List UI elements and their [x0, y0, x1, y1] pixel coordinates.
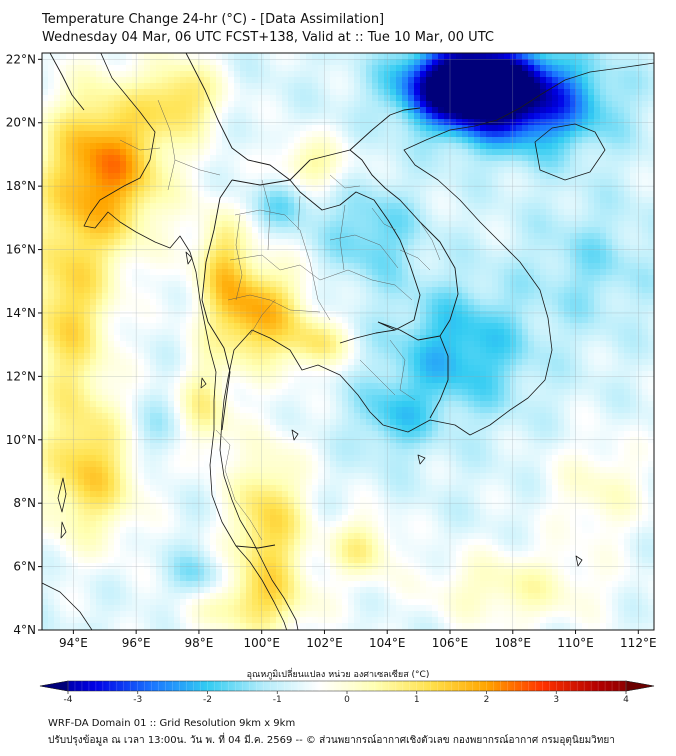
temperature-field	[42, 53, 654, 630]
colorbar-tick-label: 4	[623, 695, 629, 705]
map-frame	[41, 52, 655, 631]
colorbar-title: อุณหภูมิเปลี่ยนแปลง หน่วย องศาเซลเซียส (…	[246, 670, 430, 680]
lon-label: 104°E	[369, 636, 406, 650]
lat-label: 20°N	[6, 116, 36, 130]
colorbar-max-arrow	[625, 680, 655, 692]
map-title: Temperature Change 24-hr (°C) - [Data As…	[42, 12, 385, 27]
lat-label: 10°N	[6, 433, 36, 447]
colorbar-tick-label: 3	[553, 695, 559, 705]
coastlines	[42, 53, 654, 630]
lon-label: 96°E	[122, 636, 151, 650]
border-myanmar-thailand	[201, 179, 233, 431]
lon-label: 110°E	[557, 636, 594, 650]
colorbar: -4 -3 -2 -1 0 1 2 3 4	[39, 680, 655, 705]
lat-label: 6°N	[13, 560, 36, 574]
lat-label: 8°N	[13, 496, 36, 510]
colorbar-tick-label: -4	[64, 695, 73, 705]
colorbar-tick-label: -2	[203, 695, 212, 705]
border-thailand-cambodia	[339, 329, 396, 344]
colorbar-tick-label: 0	[344, 695, 350, 705]
map-subtitle: Wednesday 04 Mar, 06 UTC FCST+138, Valid…	[42, 30, 494, 45]
lat-label: 12°N	[6, 369, 36, 383]
border-malaysia-thailand	[235, 544, 276, 549]
graticule	[42, 53, 654, 630]
lon-label: 100°E	[243, 636, 280, 650]
country-borders	[49, 53, 459, 549]
border-cambodia-vietnam	[377, 321, 449, 419]
footer-model-info: WRF-DA Domain 01 :: Grid Resolution 9km …	[48, 718, 296, 729]
mainland-coastline	[83, 53, 654, 630]
latitude-axis: 22°N 20°N 18°N 16°N 14°N 12°N 10°N 8°N 6°N 4°N	[6, 52, 42, 637]
colorbar-tick-label: -1	[273, 695, 282, 705]
lon-label: 106°E	[432, 636, 469, 650]
colorbar-tick-label: 1	[414, 695, 420, 705]
island-coastline	[185, 251, 583, 567]
lon-label: 102°E	[306, 636, 343, 650]
footer-credits: ปรับปรุงข้อมูล ณ เวลา 13:00น. วัน พ. ที่…	[48, 735, 615, 746]
longitude-axis: 94°E 96°E 98°E 100°E 102°E 104°E 106°E 108°E 110…	[59, 630, 657, 650]
colorbar-tick-label: -3	[133, 695, 142, 705]
lat-label: 22°N	[6, 52, 36, 66]
border-china-vietnam	[349, 107, 421, 151]
hainan-coastline	[534, 123, 606, 181]
border-thailand-laos	[231, 179, 421, 331]
lon-label: 98°E	[184, 636, 213, 650]
lat-label: 4°N	[13, 623, 36, 637]
border-laos-vietnam	[289, 149, 459, 337]
lat-label: 16°N	[6, 243, 36, 257]
lon-label: 108°E	[495, 636, 532, 650]
province-borders	[119, 99, 441, 541]
colorbar-tick-label: 2	[484, 695, 490, 705]
lon-label: 112°E	[620, 636, 657, 650]
andaman-coastline	[57, 477, 67, 539]
lon-label: 94°E	[59, 636, 88, 650]
border-bangladesh-myanmar	[49, 53, 85, 111]
colorbar-min-arrow	[39, 680, 69, 692]
lat-label: 18°N	[6, 179, 36, 193]
border-myanmar-china	[185, 53, 291, 181]
lat-label: 14°N	[6, 306, 36, 320]
sumatra-coastline	[42, 582, 93, 630]
